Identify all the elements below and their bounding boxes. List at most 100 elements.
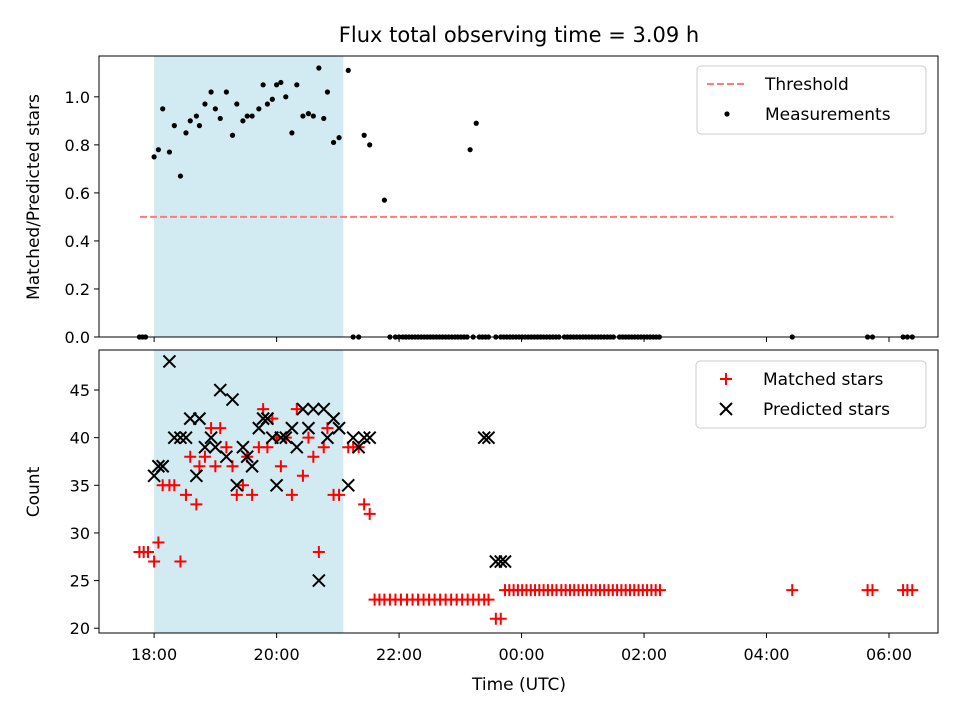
observing-interval-shade [154, 350, 344, 633]
measurements-point [187, 118, 193, 124]
x-tick-label: 04:00 [743, 645, 789, 664]
predicted-stars-point [208, 440, 223, 454]
matched-stars-series [133, 403, 919, 625]
predicted-stars-point [225, 392, 240, 407]
predicted-stars-point [192, 411, 207, 426]
matched-stars-point [653, 584, 666, 597]
legend-threshold-label: Threshold [764, 75, 849, 95]
matched-stars-point [198, 450, 211, 463]
measurements-point [273, 82, 280, 88]
matched-stars-point [190, 498, 203, 511]
measurements-point [316, 65, 322, 71]
measurements-point [160, 106, 166, 112]
x-tick-label: 22:00 [376, 645, 422, 664]
chart-title: Flux total observing time = 3.09 h [339, 23, 699, 47]
predicted-stars-point [301, 421, 316, 435]
matched-stars-point [363, 507, 376, 520]
x-tick-label: 00:00 [499, 645, 545, 664]
matched-stars-point [236, 479, 249, 492]
matched-stars-point [174, 555, 187, 568]
x-tick-label: 06:00 [866, 645, 912, 664]
predicted-stars-point [279, 430, 293, 445]
measurements-point [289, 130, 295, 136]
matched-stars-point [246, 488, 259, 501]
measurements-point [305, 111, 312, 117]
predicted-stars-point [213, 383, 227, 397]
measurements-point [249, 113, 255, 119]
measurements-point [196, 123, 203, 129]
matched-stars-point [333, 488, 346, 501]
matched-stars-point [290, 403, 303, 416]
y-tick-label: 0.8 [65, 136, 90, 155]
top-legend: Threshold Measurements [696, 65, 927, 135]
matched-stars-point [786, 584, 799, 597]
top-panel-frame [98, 55, 939, 338]
measurements-point [171, 123, 177, 129]
legend-measurements-swatch [724, 111, 730, 117]
predicted-stars-point [306, 402, 321, 416]
y-tick-label: 35 [70, 476, 90, 495]
predicted-stars-point [351, 440, 366, 454]
predicted-stars-point [269, 478, 284, 493]
predicted-stars-point [260, 411, 275, 426]
measurements-point [202, 101, 208, 107]
predicted-stars-point [285, 421, 299, 435]
measurements-point [155, 147, 162, 153]
top-y-axis-label: Matched/Predicted stars [24, 94, 44, 300]
measurements-point [183, 130, 189, 136]
matched-stars-point [214, 422, 227, 435]
predicted-stars-point [204, 430, 218, 445]
predicted-stars-point [312, 573, 326, 588]
predicted-stars-point [179, 430, 193, 445]
matched-stars-point [152, 536, 165, 549]
measurements-point [244, 113, 250, 119]
legend-matched-swatch [720, 373, 732, 385]
measurements-point [367, 142, 373, 148]
matched-stars-point [296, 469, 309, 482]
observing-interval-shade [154, 56, 344, 337]
x-axis-label: Time (UTC) [471, 675, 566, 695]
y-tick-label: 30 [70, 524, 90, 543]
measurements-point [330, 139, 337, 146]
predicted-stars-point [240, 450, 254, 464]
predicted-stars-point [341, 478, 355, 493]
x-tick-label: 02:00 [621, 645, 667, 664]
measurements-point [321, 115, 327, 122]
legend-matched-label: Matched stars [763, 370, 883, 390]
predicted-stars-point [245, 459, 259, 473]
y-tick-label: 25 [70, 572, 90, 591]
matched-stars-point [148, 555, 161, 568]
measurements-point [208, 89, 214, 95]
matched-stars-point [274, 460, 287, 473]
predicted-stars-point [198, 440, 212, 454]
measurements-point [151, 154, 157, 160]
legend-measurements-label: Measurements [765, 105, 891, 125]
x-tick-label: 20:00 [254, 645, 300, 664]
measurements-point [310, 113, 316, 119]
y-tick-label: 1.0 [65, 88, 90, 107]
predicted-stars-point [296, 402, 310, 416]
predicted-stars-point [357, 430, 371, 445]
matched-stars-point [230, 488, 243, 501]
measurements-point [278, 79, 284, 86]
measurements-point [345, 67, 351, 74]
predicted-stars-point [155, 459, 170, 473]
matched-stars-point [358, 498, 371, 511]
predicted-stars-point [481, 430, 496, 445]
matched-stars-point [302, 431, 315, 444]
predicted-stars-point [320, 430, 335, 445]
bottom-legend: Matched stars Predicted stars [695, 360, 927, 429]
x-tick-label: 18:00 [131, 645, 177, 664]
y-tick-label: 0.4 [65, 232, 90, 251]
matched-stars-point [209, 460, 222, 473]
predicted-stars-point [256, 411, 270, 426]
matched-stars-point [307, 450, 320, 463]
measurements-point [260, 82, 266, 88]
predicted-stars-point [151, 459, 166, 473]
measurements-point [234, 101, 240, 107]
matched-stars-point [285, 488, 298, 501]
matched-stars-point [494, 612, 507, 625]
predicted-stars-point [346, 430, 360, 445]
predicted-stars-point [274, 430, 288, 445]
measurements-point [269, 96, 275, 102]
